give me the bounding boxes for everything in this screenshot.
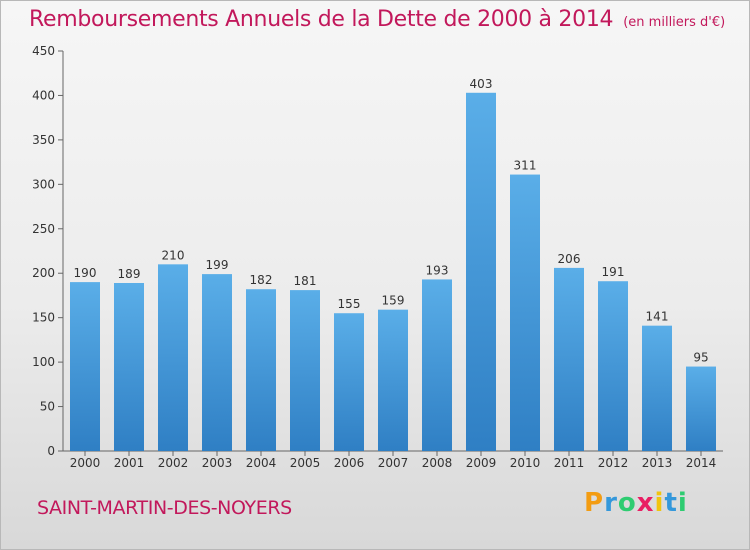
x-tick-label: 2008 xyxy=(422,456,453,470)
bar xyxy=(554,267,584,451)
bar-value-label: 189 xyxy=(118,267,141,281)
bar-value-label: 403 xyxy=(470,77,493,91)
bar-value-label: 193 xyxy=(426,263,449,277)
bar xyxy=(70,282,100,451)
chart-title-text: Remboursements Annuels de la Dette de 20… xyxy=(29,7,614,32)
logo-letter: i xyxy=(677,488,688,518)
bar-value-label: 199 xyxy=(206,258,229,272)
bar xyxy=(642,325,672,451)
logo-letter: i xyxy=(654,488,665,518)
logo-letter: x xyxy=(636,488,655,518)
x-tick-label: 2006 xyxy=(334,456,365,470)
bar-value-label: 95 xyxy=(693,351,708,365)
bar xyxy=(510,174,540,452)
bar xyxy=(334,313,364,451)
x-tick-label: 2007 xyxy=(378,456,409,470)
y-axis: 0 50 100 150 200 250 300 350 400 450 xyxy=(32,44,64,458)
x-tick-label: 2009 xyxy=(466,456,497,470)
x-tick-label: 2002 xyxy=(158,456,189,470)
logo-letter: P xyxy=(584,488,605,518)
bar-value-label: 141 xyxy=(646,310,669,324)
bar-value-label: 181 xyxy=(294,274,317,288)
bars-group: 190 189 210 199 182 181 155 159 193 403 311 206 191 1… xyxy=(70,77,716,452)
bar-value-label: 182 xyxy=(250,273,273,287)
bar-value-label: 206 xyxy=(558,252,581,266)
bar xyxy=(422,279,452,451)
bar xyxy=(158,264,188,451)
bar-value-label: 190 xyxy=(74,266,97,280)
x-tick-label: 2000 xyxy=(70,456,101,470)
bar-value-label: 155 xyxy=(338,297,361,311)
commune-name: SAINT-MARTIN-DES-NOYERS xyxy=(37,497,292,519)
bar xyxy=(598,281,628,451)
y-tick-label: 0 xyxy=(47,444,55,458)
logo-letter: t xyxy=(664,488,678,518)
y-tick-label: 100 xyxy=(32,355,55,369)
logo-letter: r xyxy=(604,488,618,518)
y-tick-label: 200 xyxy=(32,266,55,280)
bar xyxy=(466,92,496,452)
chart-title: Remboursements Annuels de la Dette de 20… xyxy=(29,7,725,32)
bar-value-label: 191 xyxy=(602,265,625,279)
y-tick-label: 150 xyxy=(32,311,55,325)
x-tick-label: 2013 xyxy=(642,456,673,470)
y-tick-label: 450 xyxy=(32,44,55,58)
logo-letter: o xyxy=(617,488,637,518)
bar-value-label: 311 xyxy=(514,159,537,173)
x-tick-label: 2014 xyxy=(686,456,717,470)
y-tick-label: 50 xyxy=(40,400,55,414)
x-tick-label: 2003 xyxy=(202,456,233,470)
bar xyxy=(290,290,320,451)
x-tick-label: 2001 xyxy=(114,456,145,470)
chart-unit: (en milliers d'€) xyxy=(623,15,726,30)
x-tick-label: 2011 xyxy=(554,456,585,470)
y-tick-label: 300 xyxy=(32,177,55,191)
bar xyxy=(114,283,144,451)
bar-value-label: 210 xyxy=(162,248,185,262)
bar xyxy=(246,289,276,451)
bar xyxy=(378,309,408,451)
proxiti-logo: Proxiti xyxy=(584,488,688,518)
x-tick-label: 2004 xyxy=(246,456,277,470)
x-axis: 2000 2001 2002 2003 2004 2005 2006 2007 2008 2009… xyxy=(63,450,723,470)
x-tick-label: 2005 xyxy=(290,456,321,470)
x-tick-label: 2012 xyxy=(598,456,629,470)
y-tick-label: 250 xyxy=(32,222,55,236)
y-tick-label: 350 xyxy=(32,133,55,147)
bar xyxy=(686,366,716,451)
bar-value-label: 159 xyxy=(382,294,405,308)
x-tick-label: 2010 xyxy=(510,456,541,470)
bar xyxy=(202,274,232,451)
y-tick-label: 400 xyxy=(32,88,55,102)
